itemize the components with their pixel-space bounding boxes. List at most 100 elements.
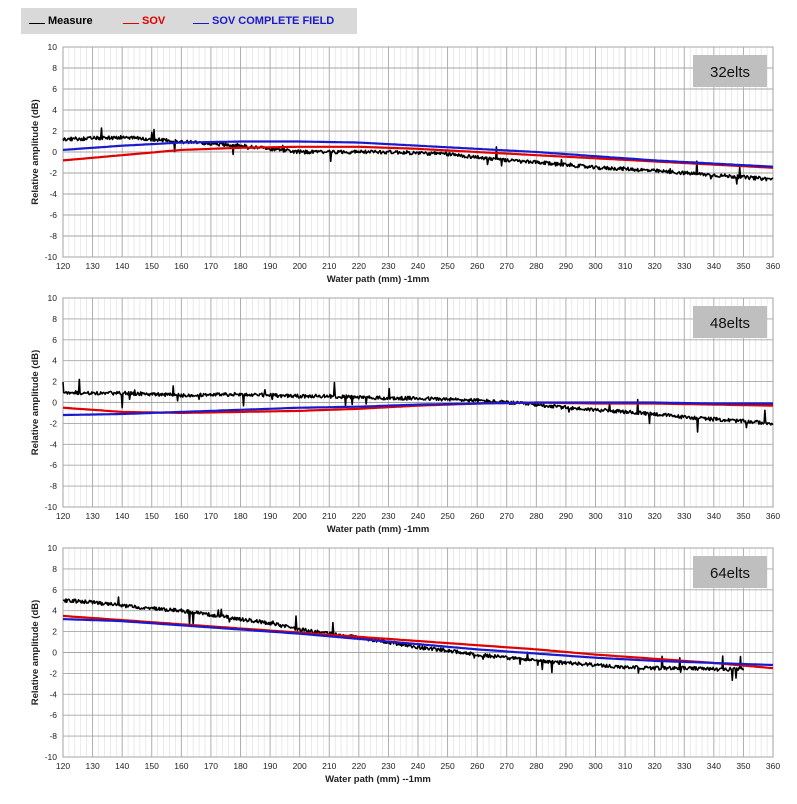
x-tick-label: 290 xyxy=(559,511,573,521)
x-tick-label: 310 xyxy=(618,761,632,771)
y-axis-label: Relative amplitude (dB) xyxy=(30,99,41,205)
y-tick-label: 10 xyxy=(48,543,58,553)
x-tick-label: 350 xyxy=(736,761,750,771)
legend-swatch-measure xyxy=(29,23,45,24)
y-tick-label: 8 xyxy=(52,314,57,324)
chart-panel-1: 120 130 140 150 160 170 180 190 200 210 220 230 240 2… xyxy=(30,42,780,285)
series-line-sov-complete-field xyxy=(62,618,774,667)
legend-label-sov: SOV xyxy=(142,15,166,27)
legend-item-sov: SOV xyxy=(123,15,165,27)
y-tick-label: -2 xyxy=(49,668,57,678)
x-tick-label: 120 xyxy=(56,511,70,521)
y-tick-label: -10 xyxy=(45,502,58,512)
y-tick-label: -6 xyxy=(49,460,57,470)
panel-annotation-box xyxy=(693,306,767,338)
x-tick-label: 130 xyxy=(85,261,99,271)
x-tick-label: 360 xyxy=(766,261,780,271)
x-tick-label: 260 xyxy=(470,261,484,271)
x-tick-label: 220 xyxy=(352,261,366,271)
y-tick-label: 2 xyxy=(52,627,57,637)
y-axis-label: Relative amplitude (dB) xyxy=(30,600,41,706)
panel-annotation-box xyxy=(693,55,767,87)
y-tick-label: 4 xyxy=(52,105,57,115)
x-tick-label: 320 xyxy=(648,261,662,271)
x-tick-label: 150 xyxy=(145,761,159,771)
x-tick-label: 160 xyxy=(174,761,188,771)
y-tick-label: 6 xyxy=(52,84,57,94)
x-tick-label: 220 xyxy=(352,761,366,771)
x-tick-label: 260 xyxy=(470,511,484,521)
x-tick-label: 320 xyxy=(648,511,662,521)
x-tick-label: 250 xyxy=(440,511,454,521)
y-tick-label: -8 xyxy=(49,731,57,741)
x-tick-label: 150 xyxy=(145,511,159,521)
y-tick-label: 2 xyxy=(52,126,57,136)
x-tick-label: 250 xyxy=(440,261,454,271)
x-tick-label: 180 xyxy=(233,761,247,771)
x-tick-label: 160 xyxy=(174,261,188,271)
y-tick-label: -10 xyxy=(45,752,58,762)
x-tick-label: 320 xyxy=(648,761,662,771)
x-tick-label: 120 xyxy=(56,761,70,771)
x-tick-label: 270 xyxy=(500,761,514,771)
x-tick-label: 170 xyxy=(204,511,218,521)
y-tick-label: 6 xyxy=(52,585,57,595)
legend-label-measure: Measure xyxy=(48,15,93,27)
y-tick-label: 4 xyxy=(52,356,57,366)
panel-annotation: 48elts xyxy=(710,315,750,332)
x-axis-label: Water path (mm) --1mm xyxy=(325,774,431,785)
x-tick-label: 280 xyxy=(529,761,543,771)
x-tick-label: 170 xyxy=(204,261,218,271)
x-tick-label: 230 xyxy=(381,261,395,271)
x-tick-label: 330 xyxy=(677,761,691,771)
legend-swatch-sov xyxy=(123,23,139,24)
x-tick-label: 350 xyxy=(736,261,750,271)
x-tick-label: 310 xyxy=(618,261,632,271)
x-tick-label: 140 xyxy=(115,261,129,271)
x-tick-label: 230 xyxy=(381,761,395,771)
x-tick-label: 200 xyxy=(293,761,307,771)
y-tick-label: -2 xyxy=(49,418,57,428)
y-tick-label: -4 xyxy=(49,689,57,699)
chart-panel-2: 120 130 140 150 160 170 180 190 200 210 220 230 240 2… xyxy=(30,293,780,535)
y-tick-label: 8 xyxy=(52,63,57,73)
x-tick-label: 330 xyxy=(677,261,691,271)
x-tick-label: 200 xyxy=(293,511,307,521)
x-tick-label: 340 xyxy=(707,261,721,271)
x-axis-label: Water path (mm) -1mm xyxy=(327,274,430,285)
y-tick-label: 10 xyxy=(48,293,58,303)
x-tick-label: 270 xyxy=(500,511,514,521)
x-tick-label: 190 xyxy=(263,761,277,771)
x-tick-label: 240 xyxy=(411,761,425,771)
x-tick-label: 240 xyxy=(411,261,425,271)
x-tick-label: 280 xyxy=(529,261,543,271)
x-tick-label: 180 xyxy=(233,261,247,271)
x-tick-label: 120 xyxy=(56,261,70,271)
legend-label-sov-complete-field: SOV COMPLETE FIELD xyxy=(212,15,335,27)
y-tick-label: 4 xyxy=(52,606,57,616)
legend-item-measure: Measure xyxy=(29,15,93,27)
panel-annotation-box xyxy=(693,556,767,588)
panel-annotation: 64elts xyxy=(710,565,750,582)
x-tick-label: 290 xyxy=(559,761,573,771)
panel-annotation: 32elts xyxy=(710,64,750,81)
x-tick-label: 360 xyxy=(766,761,780,771)
y-tick-label: 0 xyxy=(52,648,57,658)
y-axis-label: Relative amplitude (dB) xyxy=(30,350,41,456)
y-tick-label: -2 xyxy=(49,168,57,178)
x-tick-label: 180 xyxy=(233,511,247,521)
x-tick-label: 300 xyxy=(588,761,602,771)
x-tick-label: 230 xyxy=(381,511,395,521)
x-tick-label: 280 xyxy=(529,511,543,521)
x-tick-label: 270 xyxy=(500,261,514,271)
legend: Measure SOV SOV COMPLETE FIELD xyxy=(21,8,357,34)
x-tick-label: 310 xyxy=(618,511,632,521)
x-tick-label: 240 xyxy=(411,511,425,521)
x-tick-label: 350 xyxy=(736,511,750,521)
x-tick-label: 210 xyxy=(322,761,336,771)
y-tick-label: -8 xyxy=(49,481,57,491)
x-tick-label: 190 xyxy=(263,511,277,521)
x-tick-label: 340 xyxy=(707,761,721,771)
y-tick-label: -4 xyxy=(49,189,57,199)
